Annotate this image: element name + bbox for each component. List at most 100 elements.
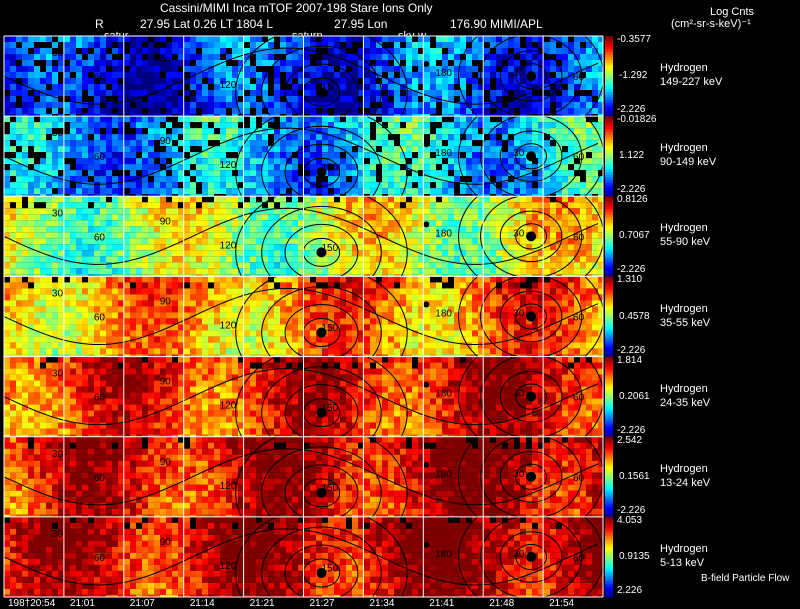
colorbar-segment <box>605 193 613 197</box>
contour-ring <box>499 130 563 182</box>
contour-ring <box>235 356 408 437</box>
colorbar-segment <box>605 420 613 424</box>
band-energy: 24-35 keV <box>660 396 711 409</box>
contour-ring <box>235 276 408 357</box>
saturn-marker <box>316 87 327 98</box>
contour-label: 30 <box>513 68 525 79</box>
colorbar-segment <box>605 116 613 120</box>
band-4: 30 60 90 120 150 180 30 60 <box>4 356 603 437</box>
contour-line <box>4 528 599 586</box>
colorbar-mid: 0.2061 <box>619 390 650 402</box>
contour-label: 60 <box>573 313 585 324</box>
colorbar-segment <box>605 60 613 64</box>
contour-label: 60 <box>94 72 106 83</box>
flow-marker <box>423 381 430 388</box>
colorbar-segment <box>605 70 613 74</box>
colorbar-segment <box>605 308 613 312</box>
colorbar-segment <box>605 54 613 58</box>
colorbar-segment <box>605 335 613 339</box>
colorbar-segment <box>605 169 613 173</box>
colorbar-segment <box>605 134 613 139</box>
colorbar-segment <box>605 426 613 430</box>
saturn-marker <box>316 567 327 578</box>
contour-label: 30 <box>513 469 525 480</box>
saturn-marker <box>316 327 327 338</box>
contour-ring <box>235 516 408 597</box>
contour-label: 60 <box>573 232 585 243</box>
colorbar-segment <box>605 348 613 352</box>
band-energy: 55-90 keV <box>660 236 711 249</box>
flow-marker <box>423 61 430 68</box>
contour-ring <box>261 526 382 597</box>
colorbar-segment <box>605 583 613 587</box>
colorbar-segment <box>605 484 613 488</box>
colorbar-segment <box>605 410 613 414</box>
saturn-marker <box>316 247 327 258</box>
contour-label: 60 <box>573 152 585 163</box>
time-tick: 21:41 <box>429 598 455 609</box>
colorbar-segment <box>605 65 613 69</box>
colorbar-segment <box>605 300 613 304</box>
colorbar-segment <box>605 580 613 585</box>
contour-label: 90 <box>160 537 172 548</box>
contour-label: 150 <box>321 82 338 93</box>
colorbar-segment <box>605 476 613 480</box>
colorbar-segment <box>605 113 613 117</box>
colorbar-segment <box>605 407 613 411</box>
colorbar-segment <box>605 276 613 280</box>
colorbar-segment <box>605 388 613 392</box>
contour-label: 60 <box>94 473 106 484</box>
contour-ring <box>480 356 583 437</box>
colorbar-segment <box>605 279 613 283</box>
contour-label: 30 <box>52 369 64 380</box>
colorbar-segment <box>605 177 613 181</box>
colorbar-segment <box>605 102 613 106</box>
colorbar-max: -0.3577 <box>617 34 651 45</box>
contour-line <box>4 127 599 185</box>
saturn-marker <box>316 167 327 178</box>
band-species: Hydrogen <box>660 462 708 475</box>
contour-ring <box>499 290 563 343</box>
colorbar-segment <box>605 345 613 350</box>
colorbar-segment <box>605 100 613 104</box>
band-3: 30 60 90 120 150 180 30 60 <box>4 276 603 357</box>
colorbar-segment <box>605 551 613 555</box>
band-6: 30 60 90 120 150 180 30 60 <box>4 516 603 597</box>
contour-label: 30 <box>513 148 525 159</box>
colorbar-segment <box>605 460 613 464</box>
colorbar-segment <box>605 431 613 435</box>
colorbar-segment <box>605 62 613 66</box>
colorbar-segment <box>605 418 613 422</box>
colorbar-segment <box>605 204 613 208</box>
colorbar-segment <box>605 78 613 82</box>
colorbar-segment <box>605 92 613 96</box>
colorbar-segment <box>605 319 613 323</box>
colorbar-segment <box>605 289 613 293</box>
colorbar-segment <box>605 52 613 56</box>
colorbar-segment <box>605 89 613 93</box>
band-1: 30 60 90 120 150 180 30 60 <box>4 116 603 197</box>
colorbar-segment <box>605 129 613 133</box>
contour-ring <box>515 143 548 170</box>
contour-label: 60 <box>94 152 106 163</box>
colorbar-segment <box>605 412 613 416</box>
colorbar-segment <box>605 94 613 98</box>
colorbar-segment <box>605 145 613 149</box>
contour-ring <box>261 45 382 117</box>
contour-ring <box>480 436 583 517</box>
colorbar-segment <box>605 487 613 491</box>
colorbar-segment <box>605 198 613 203</box>
flow-marker <box>526 231 537 242</box>
colorbar-segment <box>605 284 613 288</box>
colorbar-segment <box>605 372 613 376</box>
colorbar-segment <box>605 182 613 187</box>
contour-label: 120 <box>220 80 237 91</box>
colorbar-segment <box>605 468 613 472</box>
colorbar-mid: 0.4578 <box>619 310 650 322</box>
colorbar-segment <box>605 244 613 248</box>
colorbar-segment <box>605 393 613 398</box>
time-tick: 198†20:54 <box>8 598 56 609</box>
colorbar-segment <box>605 506 613 510</box>
colorbar-segment <box>605 455 613 459</box>
time-tick: 21:34 <box>369 598 395 609</box>
